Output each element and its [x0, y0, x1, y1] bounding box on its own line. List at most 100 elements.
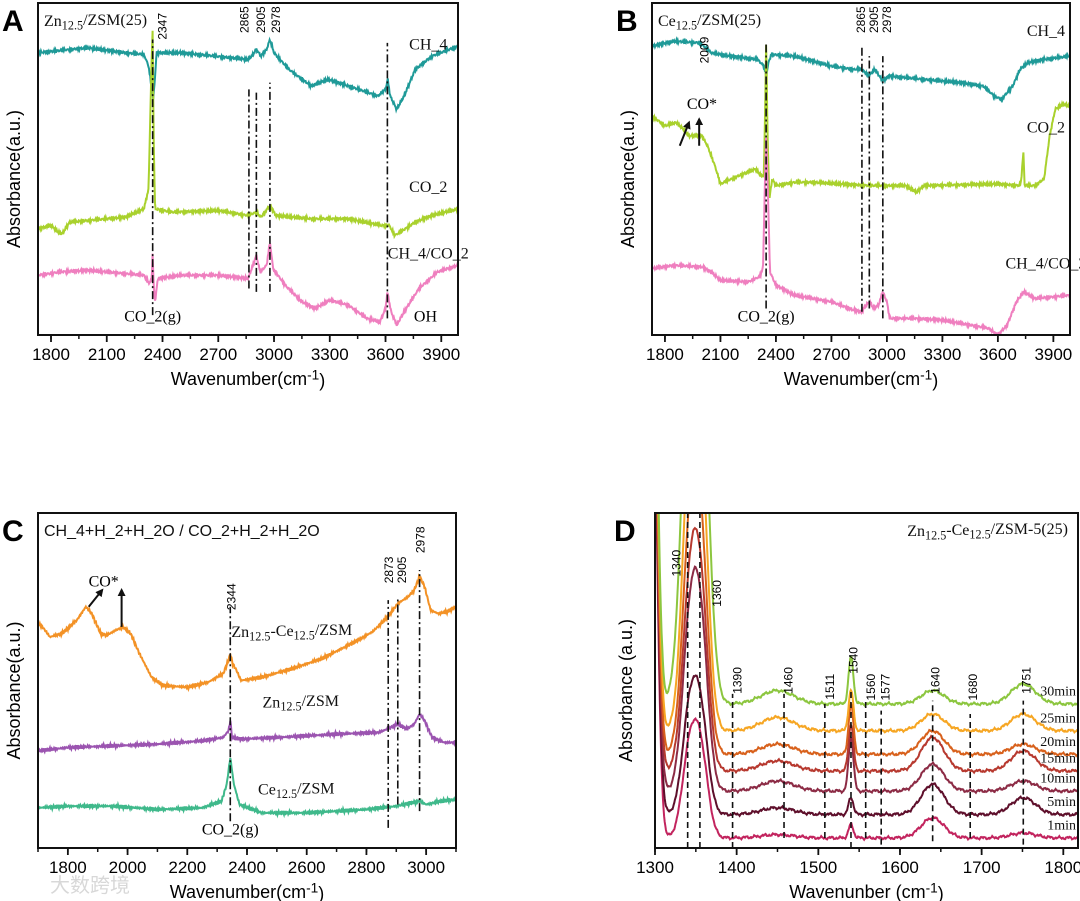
x-axis-label: Wavenumber(cm-1)	[171, 368, 326, 391]
series-line-2	[656, 513, 1078, 795]
series-line-0	[38, 573, 456, 693]
x-tick-label: 3600	[979, 345, 1017, 364]
series-line-2	[38, 757, 456, 819]
panel-d: D 1min 5min 10min 15min 20min 25min 30min Zn12.5…	[614, 512, 1080, 901]
x-tick-label: 1400	[718, 858, 756, 877]
series-label: 1min	[1047, 819, 1076, 834]
peak-label: 2865	[237, 6, 251, 33]
series-label: Zn12.5-Ce12.5/ZSM	[231, 622, 352, 644]
panel-letter: D	[614, 515, 636, 548]
peak-label: 2873	[382, 556, 396, 583]
peak-label: 1340	[669, 550, 683, 577]
x-tick-label: 2700	[812, 345, 850, 364]
annotation-label: CO_2(g)	[202, 822, 259, 839]
x-axis-label: Wavenumber(cm-1)	[170, 881, 325, 901]
panel-title: CH_4+H_2+H_2O / CO_2+H_2+H_2O	[44, 523, 320, 540]
x-tick-label: 2700	[199, 345, 237, 364]
x-tick-label: 1800	[1044, 858, 1080, 877]
x-tick-label: 3300	[311, 345, 349, 364]
series-line-0	[655, 513, 1078, 842]
peak-label: 1577	[878, 673, 892, 700]
x-tick-label: 3000	[255, 345, 293, 364]
series-label: 30min	[1040, 685, 1076, 700]
series-line-1	[38, 713, 456, 755]
annotation-label: CO*	[687, 96, 717, 113]
series-line-2	[652, 137, 1070, 335]
annotation-label: OH	[414, 309, 438, 326]
panel-c: C Zn12.5-Ce12.5/ZSM Zn12.5/ZSM Ce12.5/ZSM CH…	[2, 512, 457, 901]
series-label: 15min	[1040, 752, 1076, 767]
x-tick-label: 2600	[288, 858, 326, 877]
series-label: CH_4	[1027, 23, 1065, 40]
peak-label: 2905	[395, 556, 409, 583]
peak-label: 1390	[731, 667, 745, 694]
x-tick-label: 1800	[32, 345, 70, 364]
peak-label: 2905	[254, 6, 268, 33]
panel-title: Ce12.5/ZSM(25)	[658, 12, 761, 32]
x-tick-label: 2400	[228, 858, 266, 877]
x-tick-label: 1600	[881, 858, 919, 877]
x-axis-label: Wavenumber(cm-1)	[784, 368, 939, 391]
arrow-icon	[678, 120, 691, 147]
plot-frame	[651, 2, 1071, 336]
x-tick-label: 1500	[799, 858, 837, 877]
x-tick-label: 2000	[109, 858, 147, 877]
series-label: Ce12.5/ZSM	[258, 780, 334, 800]
peak-label: 2978	[880, 6, 894, 33]
arrow-icon	[87, 588, 104, 608]
panel-letter: C	[2, 515, 24, 548]
x-tick-label: 1300	[636, 858, 674, 877]
x-tick-label: 3900	[1034, 345, 1072, 364]
series-label: CH_4/CO_2	[1006, 256, 1080, 273]
annotation-label: CO*	[89, 574, 119, 591]
panel-letter: B	[616, 5, 638, 38]
series-label: CO_2	[409, 179, 447, 196]
peak-label: 2905	[867, 6, 881, 33]
peak-label: 2978	[269, 6, 283, 33]
x-tick-label: 3000	[407, 858, 445, 877]
x-tick-label: 2400	[757, 345, 795, 364]
peak-label: 2344	[224, 583, 238, 610]
x-tick-label: 1800	[49, 858, 87, 877]
y-axis-label: Absorbance(a.u.)	[4, 621, 24, 759]
series-line-6	[657, 513, 1078, 708]
panel-title: Zn12.5/ZSM(25)	[44, 12, 147, 32]
x-tick-label: 1800	[646, 345, 684, 364]
y-axis-label: Absorbance(a.u.)	[618, 110, 638, 248]
plot-area	[38, 573, 456, 819]
annotation-label: CO_2(g)	[124, 309, 181, 326]
series-label: CH_4	[409, 36, 447, 53]
y-axis-label: Absorbance (a.u.)	[616, 619, 636, 762]
series-line-0	[38, 36, 458, 114]
series-label: 20min	[1040, 735, 1076, 750]
watermark: 大数跨境	[50, 874, 130, 897]
x-tick-label: 1700	[963, 858, 1001, 877]
x-tick-label: 3000	[868, 345, 906, 364]
series-label: 5min	[1047, 795, 1076, 810]
series-label: 25min	[1040, 711, 1076, 726]
peak-label: 2978	[414, 526, 428, 553]
series-line-1	[652, 44, 1070, 199]
peak-label: 2347	[156, 13, 170, 40]
series-label: 10min	[1040, 772, 1076, 787]
x-tick-label: 3300	[923, 345, 961, 364]
peak-label: 1540	[847, 647, 861, 674]
series-label: Zn12.5/ZSM	[263, 693, 339, 713]
peak-label: 1560	[864, 673, 878, 700]
plot-frame	[37, 2, 459, 336]
series-line-1	[655, 513, 1078, 818]
y-axis-label: Absorbance(a.u.)	[4, 110, 24, 248]
x-tick-label: 2100	[702, 345, 740, 364]
panel-letter: A	[2, 5, 24, 38]
annotation-label: CO_2(g)	[738, 309, 795, 326]
x-axis-label: Wavenunber (cm-1)	[789, 881, 944, 901]
x-tick-label: 2400	[144, 345, 182, 364]
x-tick-label: 3600	[367, 345, 405, 364]
peak-label: 1680	[966, 673, 980, 700]
peak-label: 1751	[1020, 667, 1034, 694]
panel-b: B CH_4 CO_2 CH_4/CO_2 Ce12.5/ZSM(25) 2009 2865…	[616, 2, 1080, 391]
series-line-3	[656, 513, 1078, 775]
peak-label: 1640	[928, 667, 942, 694]
series-line-4	[656, 513, 1078, 758]
x-tick-label: 2200	[168, 858, 206, 877]
